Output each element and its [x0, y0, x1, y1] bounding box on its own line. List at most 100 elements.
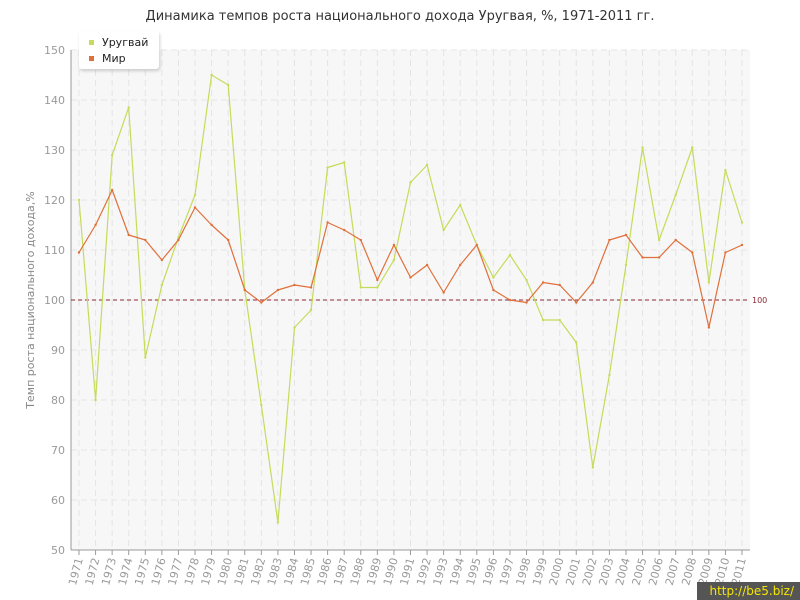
data-point[interactable] — [226, 83, 230, 87]
data-point[interactable] — [160, 258, 164, 262]
data-point[interactable] — [525, 301, 528, 304]
data-point[interactable] — [459, 203, 462, 207]
data-point[interactable] — [641, 256, 644, 259]
data-point[interactable] — [243, 288, 246, 292]
data-point[interactable] — [226, 238, 230, 242]
data-point[interactable] — [110, 188, 114, 192]
data-point[interactable] — [425, 163, 429, 167]
data-point[interactable] — [591, 466, 595, 469]
data-point[interactable] — [508, 253, 512, 257]
data-point[interactable] — [193, 206, 197, 209]
data-point[interactable] — [160, 283, 164, 287]
data-point[interactable] — [624, 233, 628, 237]
data-point[interactable] — [359, 286, 362, 289]
data-point[interactable] — [657, 256, 661, 259]
data-point[interactable] — [492, 276, 495, 279]
data-point[interactable] — [475, 243, 478, 247]
data-point[interactable] — [575, 301, 578, 304]
data-point[interactable] — [442, 228, 445, 232]
data-point[interactable] — [459, 263, 462, 267]
data-point[interactable] — [641, 146, 644, 149]
data-point[interactable] — [376, 286, 379, 289]
y-tick-label: 80 — [51, 394, 65, 407]
chart-title: Динамика темпов роста национального дохо… — [145, 9, 655, 24]
data-point[interactable] — [707, 326, 711, 329]
legend-swatch-uruguay — [89, 39, 94, 45]
data-point[interactable] — [740, 221, 744, 224]
data-point[interactable] — [309, 308, 313, 312]
data-point[interactable] — [210, 223, 213, 227]
data-point[interactable] — [210, 73, 213, 77]
data-point[interactable] — [144, 356, 147, 359]
y-tick-label: 110 — [44, 244, 65, 257]
data-point[interactable] — [293, 283, 296, 287]
data-point[interactable] — [343, 161, 346, 164]
data-point[interactable] — [608, 238, 611, 242]
data-point[interactable] — [94, 223, 97, 227]
data-point[interactable] — [674, 238, 677, 242]
data-point[interactable] — [541, 318, 545, 322]
y-tick-label: 100 — [44, 294, 65, 307]
data-point[interactable] — [657, 238, 661, 242]
data-point[interactable] — [492, 288, 495, 292]
y-tick-label: 50 — [51, 544, 65, 557]
data-point[interactable] — [740, 243, 744, 247]
data-point[interactable] — [110, 153, 114, 157]
legend-item-world[interactable]: Мир — [89, 52, 126, 66]
legend-item-uruguay[interactable]: Уругвай — [89, 36, 148, 50]
data-point[interactable] — [392, 243, 396, 247]
data-point[interactable] — [127, 106, 130, 109]
data-point[interactable] — [376, 278, 379, 282]
data-point[interactable] — [276, 288, 280, 292]
data-point[interactable] — [343, 228, 346, 232]
data-point[interactable] — [309, 286, 313, 289]
data-point[interactable] — [293, 326, 296, 329]
data-point[interactable] — [691, 146, 694, 149]
data-point[interactable] — [425, 263, 429, 267]
data-point[interactable] — [558, 283, 561, 287]
data-point[interactable] — [177, 238, 180, 242]
y-tick-label: 150 — [44, 44, 65, 57]
data-point[interactable] — [624, 263, 628, 267]
data-point[interactable] — [541, 281, 545, 284]
data-point[interactable] — [608, 373, 611, 377]
data-point[interactable] — [442, 291, 445, 294]
data-point[interactable] — [127, 233, 130, 237]
series-1 — [77, 188, 744, 329]
data-point[interactable] — [409, 276, 412, 279]
legend: Уругвай Мир — [79, 31, 159, 69]
y-tick-label: 140 — [44, 94, 65, 107]
data-point[interactable] — [591, 281, 595, 284]
data-point[interactable] — [94, 398, 97, 402]
data-point[interactable] — [260, 301, 263, 304]
data-point[interactable] — [707, 281, 711, 284]
data-point[interactable] — [326, 166, 329, 169]
data-point[interactable] — [575, 341, 578, 344]
data-point[interactable] — [558, 318, 561, 322]
data-point[interactable] — [359, 238, 362, 242]
reference-line-layer: 100 — [71, 296, 767, 305]
data-point[interactable] — [77, 198, 81, 202]
data-point[interactable] — [691, 251, 694, 254]
reference-line-label: 100 — [752, 296, 767, 305]
watermark[interactable]: http://be5.biz/ — [697, 582, 800, 600]
data-point[interactable] — [392, 258, 396, 262]
data-point[interactable] — [724, 168, 727, 172]
data-point[interactable] — [508, 298, 512, 302]
data-point[interactable] — [674, 193, 677, 197]
data-point[interactable] — [409, 181, 412, 184]
data-point[interactable] — [724, 251, 727, 254]
data-point[interactable] — [193, 193, 197, 197]
y-axis-label: Темп роста национального дохода,% — [24, 191, 37, 409]
data-point[interactable] — [260, 403, 263, 407]
watermark-text: http://be5.biz/ — [709, 584, 794, 598]
data-point[interactable] — [77, 251, 81, 254]
y-tick-label: 90 — [51, 344, 65, 357]
data-point[interactable] — [525, 278, 528, 282]
legend-swatch-world — [89, 55, 94, 61]
data-point[interactable] — [144, 238, 147, 242]
data-point[interactable] — [276, 521, 280, 524]
y-tick-label: 120 — [44, 194, 65, 207]
data-point[interactable] — [326, 221, 329, 224]
